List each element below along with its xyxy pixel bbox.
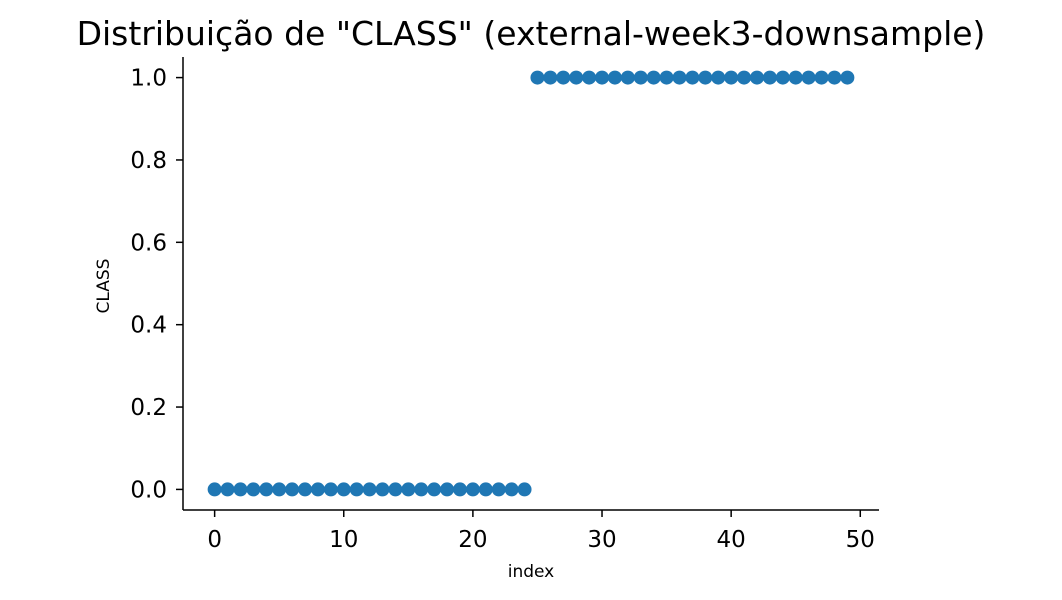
- x-tick-label: 10: [329, 527, 358, 553]
- data-point: [801, 70, 816, 85]
- data-point: [220, 482, 235, 497]
- data-point: [840, 70, 855, 85]
- data-point: [646, 70, 661, 85]
- y-tick-label: 0.2: [130, 395, 167, 421]
- data-point: [272, 482, 287, 497]
- axis-ticks: 0 10 20 30 40 50 0.0 0.2 0.4 0.6 0.8 1.0: [130, 66, 874, 553]
- data-point: [737, 70, 752, 85]
- data-point: [517, 482, 532, 497]
- data-point: [362, 482, 377, 497]
- data-point: [427, 482, 442, 497]
- data-point: [633, 70, 648, 85]
- y-tick-label: 0.0: [130, 477, 167, 503]
- data-point: [530, 70, 545, 85]
- data-point: [582, 70, 597, 85]
- data-point: [414, 482, 429, 497]
- y-tick-label: 0.6: [130, 230, 167, 256]
- x-axis-label: index: [508, 562, 555, 582]
- data-point: [788, 70, 803, 85]
- data-point: [749, 70, 764, 85]
- data-point: [556, 70, 571, 85]
- data-point: [814, 70, 829, 85]
- data-point: [349, 482, 364, 497]
- x-tick-label: 40: [717, 527, 746, 553]
- data-point: [827, 70, 842, 85]
- data-point: [336, 482, 351, 497]
- data-point: [452, 482, 467, 497]
- data-point: [685, 70, 700, 85]
- data-point: [465, 482, 480, 497]
- data-point: [659, 70, 674, 85]
- x-tick-label: 30: [587, 527, 616, 553]
- data-point: [401, 482, 416, 497]
- y-tick-label: 1.0: [130, 66, 167, 92]
- y-tick-label: 0.4: [130, 313, 167, 339]
- y-tick-label: 0.8: [130, 148, 167, 174]
- data-point: [762, 70, 777, 85]
- data-point: [491, 482, 506, 497]
- data-point: [698, 70, 713, 85]
- data-point: [440, 482, 455, 497]
- data-point: [298, 482, 313, 497]
- data-point: [543, 70, 558, 85]
- data-point: [246, 482, 261, 497]
- data-point: [620, 70, 635, 85]
- data-point: [775, 70, 790, 85]
- data-point: [259, 482, 274, 497]
- x-tick-label: 20: [458, 527, 487, 553]
- data-point: [595, 70, 610, 85]
- y-axis-label: CLASS: [94, 259, 114, 314]
- chart-title: Distribuição de "CLASS" (external-week3-…: [77, 14, 986, 53]
- data-point: [711, 70, 726, 85]
- data-point: [323, 482, 338, 497]
- data-point: [478, 482, 493, 497]
- data-point: [504, 482, 519, 497]
- data-point: [607, 70, 622, 85]
- x-tick-label: 50: [846, 527, 875, 553]
- data-point: [375, 482, 390, 497]
- data-point: [207, 482, 222, 497]
- data-point: [233, 482, 248, 497]
- data-points: [207, 70, 855, 497]
- data-point: [672, 70, 687, 85]
- data-point: [285, 482, 300, 497]
- data-point: [569, 70, 584, 85]
- data-point: [310, 482, 325, 497]
- data-point: [388, 482, 403, 497]
- x-tick-label: 0: [207, 527, 222, 553]
- data-point: [724, 70, 739, 85]
